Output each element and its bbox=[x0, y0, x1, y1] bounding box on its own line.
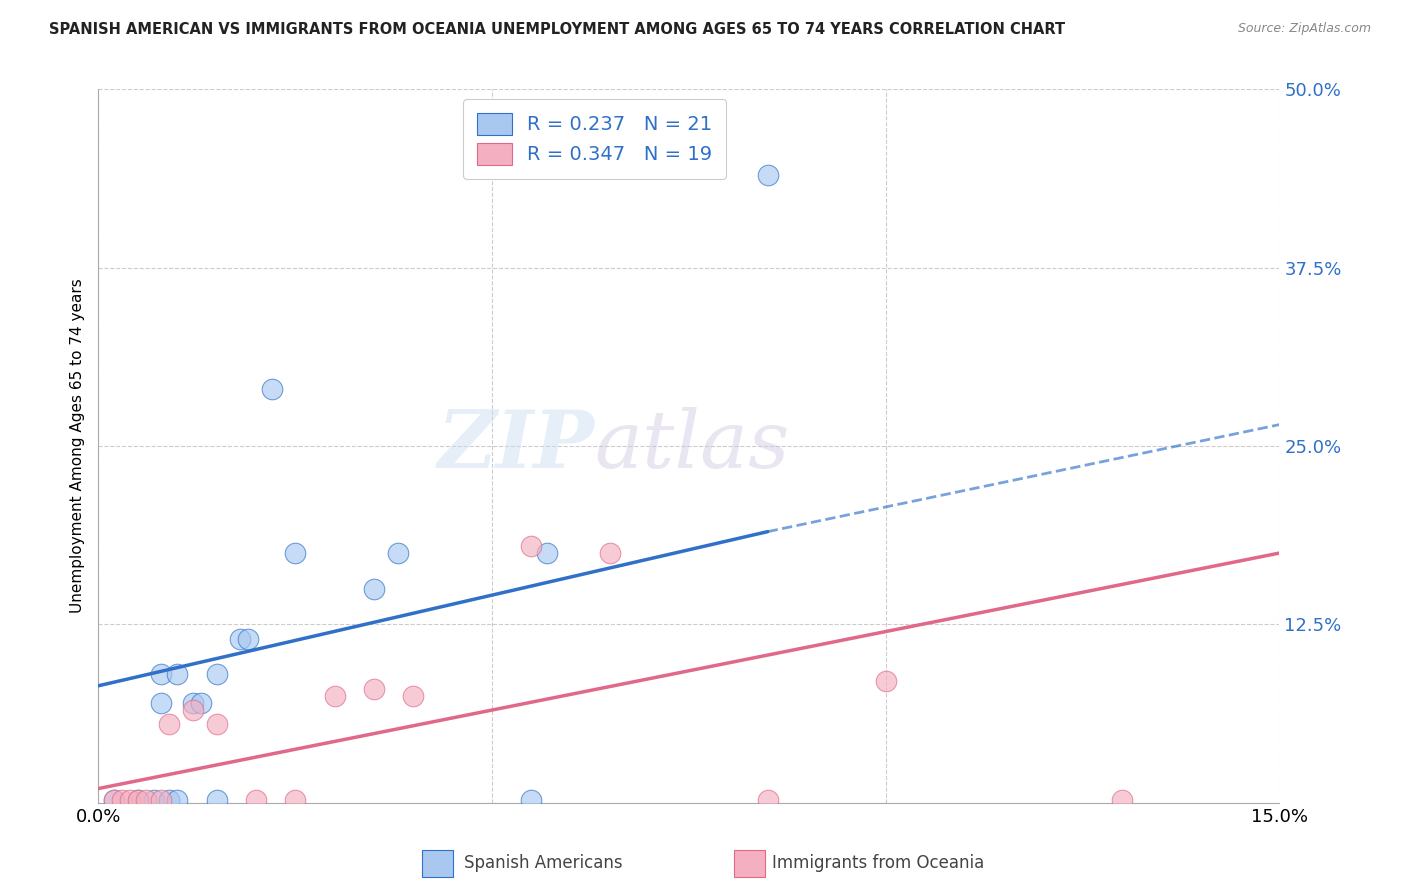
Text: Spanish Americans: Spanish Americans bbox=[464, 855, 623, 872]
Point bbox=[520, 539, 543, 553]
Point bbox=[166, 793, 188, 807]
Text: SPANISH AMERICAN VS IMMIGRANTS FROM OCEANIA UNEMPLOYMENT AMONG AGES 65 TO 74 YEA: SPANISH AMERICAN VS IMMIGRANTS FROM OCEA… bbox=[49, 22, 1066, 37]
Point bbox=[142, 793, 165, 807]
Point bbox=[166, 667, 188, 681]
Point bbox=[1111, 793, 1133, 807]
Point bbox=[103, 793, 125, 807]
Point bbox=[387, 546, 409, 560]
Point bbox=[157, 717, 180, 731]
Point bbox=[756, 793, 779, 807]
Point bbox=[245, 793, 267, 807]
Point bbox=[150, 696, 173, 710]
Text: atlas: atlas bbox=[595, 408, 790, 484]
Point bbox=[127, 793, 149, 807]
Point bbox=[205, 667, 228, 681]
Point bbox=[118, 793, 141, 807]
Point bbox=[157, 793, 180, 807]
Point bbox=[236, 632, 259, 646]
Point bbox=[103, 793, 125, 807]
Text: ZIP: ZIP bbox=[437, 408, 595, 484]
Point bbox=[150, 793, 173, 807]
Point bbox=[875, 674, 897, 689]
Point bbox=[363, 582, 385, 596]
Point bbox=[402, 689, 425, 703]
Text: Source: ZipAtlas.com: Source: ZipAtlas.com bbox=[1237, 22, 1371, 36]
Point bbox=[260, 382, 283, 396]
Point bbox=[284, 546, 307, 560]
Point bbox=[181, 696, 204, 710]
Point bbox=[284, 793, 307, 807]
Point bbox=[599, 546, 621, 560]
Point bbox=[127, 793, 149, 807]
Point bbox=[229, 632, 252, 646]
Point bbox=[520, 793, 543, 807]
Point bbox=[363, 681, 385, 696]
Text: Immigrants from Oceania: Immigrants from Oceania bbox=[772, 855, 984, 872]
Y-axis label: Unemployment Among Ages 65 to 74 years: Unemployment Among Ages 65 to 74 years bbox=[69, 278, 84, 614]
Point bbox=[135, 793, 157, 807]
Point bbox=[150, 667, 173, 681]
Point bbox=[756, 168, 779, 182]
Point bbox=[181, 703, 204, 717]
Point bbox=[111, 793, 134, 807]
Point bbox=[205, 793, 228, 807]
Point bbox=[205, 717, 228, 731]
Point bbox=[323, 689, 346, 703]
Legend: R = 0.237   N = 21, R = 0.347   N = 19: R = 0.237 N = 21, R = 0.347 N = 19 bbox=[463, 99, 725, 178]
Point bbox=[536, 546, 558, 560]
Point bbox=[190, 696, 212, 710]
